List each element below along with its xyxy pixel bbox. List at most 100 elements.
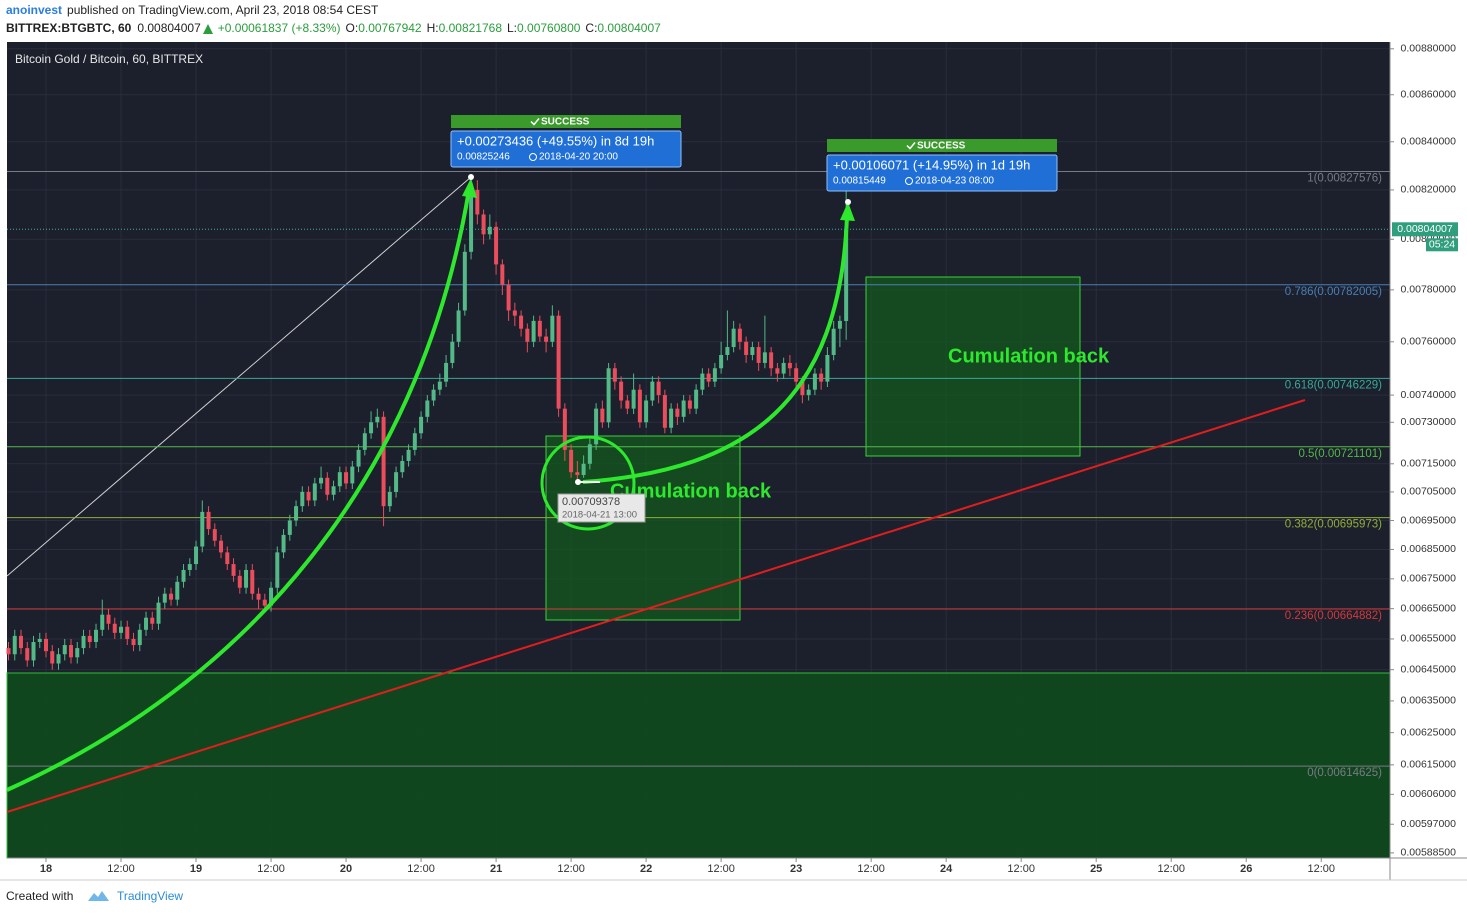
y-tick-label: 0.00606000 <box>1401 788 1457 800</box>
candle-body <box>694 389 699 409</box>
candle-body <box>100 614 105 630</box>
tooltip-price: 0.00709378 <box>562 496 620 508</box>
candle-body <box>806 389 811 396</box>
drawings-under <box>6 171 1391 859</box>
y-tick-label: 0.00695000 <box>1401 514 1457 526</box>
candle-body <box>581 463 586 475</box>
fib-label: 1(0.00827576) <box>1307 173 1382 185</box>
point <box>468 174 474 180</box>
candle-body <box>525 328 530 342</box>
candle-body <box>744 341 749 355</box>
candle-body <box>87 635 92 642</box>
footer-created: Created with <box>6 889 73 903</box>
tooltip-box <box>557 493 646 523</box>
y-tick-label: 0.00655000 <box>1401 633 1457 645</box>
y-tick-label: 0.00685000 <box>1401 543 1457 555</box>
candle-body <box>69 645 74 658</box>
candle-body <box>162 593 167 603</box>
candle-body <box>75 648 80 658</box>
author[interactable]: anoinvest <box>6 3 62 17</box>
candle-body <box>312 483 317 501</box>
candle-body <box>562 408 567 450</box>
candle-body <box>831 328 836 355</box>
candle-body <box>681 400 686 417</box>
candle-body <box>200 511 205 547</box>
candle-body <box>687 400 692 409</box>
footer-brand[interactable]: TradingView <box>117 889 183 903</box>
candle-body <box>569 449 574 473</box>
candle-body <box>194 546 199 565</box>
y-tick-label: 0.00730000 <box>1401 416 1457 428</box>
candle-body <box>294 506 299 521</box>
candle-body <box>219 540 224 553</box>
l-label: L: <box>507 21 517 35</box>
tradingview-logo <box>88 891 109 901</box>
candle-body <box>656 381 661 396</box>
y-tick-label: 0.00780000 <box>1401 284 1457 296</box>
candle-body <box>425 400 430 417</box>
candle-body <box>256 593 261 600</box>
candle-body <box>762 352 767 363</box>
countdown-box <box>1426 238 1458 252</box>
candle-body <box>106 614 111 624</box>
candle-body <box>356 449 361 467</box>
arrow-head <box>462 178 477 198</box>
header-line-2: BITTREX:BTGBTC, 60 0.00804007 +0.00061837 … <box>6 21 661 35</box>
note: Cumulation back <box>610 480 772 502</box>
candle-body <box>369 422 374 434</box>
x-tick-label: 18 <box>40 863 52 875</box>
candle-body <box>650 381 655 401</box>
candle-body <box>800 381 805 396</box>
candle-body <box>275 552 280 588</box>
candle-body <box>812 373 817 390</box>
candle-body <box>575 472 580 475</box>
candle-body <box>606 368 611 423</box>
candle-body <box>144 617 149 630</box>
candle-body <box>506 284 511 311</box>
check-icon <box>906 142 916 150</box>
candle-body <box>31 641 36 661</box>
x-tick-label: 23 <box>790 863 802 875</box>
candle-body <box>625 400 630 409</box>
candle-body <box>244 569 249 588</box>
candle-body <box>450 341 455 363</box>
y-tick-label: 0.00665000 <box>1401 602 1457 614</box>
clock-icon <box>905 177 913 185</box>
candle-body <box>719 354 724 369</box>
arrow-head <box>840 202 855 221</box>
candle-body <box>81 635 86 649</box>
published: published on TradingView.com, April 23, … <box>67 3 379 17</box>
candle-body <box>537 320 542 337</box>
candle-body <box>550 315 555 342</box>
y-tick-label: 0.00840000 <box>1401 136 1457 148</box>
time: 2018-04-20 20:00 <box>539 152 618 163</box>
change: +0.00106071 (+14.95%) in 1d 19h <box>833 157 1030 172</box>
info-box <box>450 130 682 168</box>
y-tick-label: 0.00635000 <box>1401 695 1457 707</box>
x-tick-label: 12:00 <box>1307 863 1335 875</box>
curve-arrow <box>582 215 849 484</box>
candle-body <box>737 328 742 342</box>
y-tick-label: 0.00860000 <box>1401 89 1457 101</box>
change: +0.00273436 (+49.55%) in 8d 19h <box>457 133 654 148</box>
candle-body <box>56 654 61 664</box>
drawings-over: 1(0.00827576) 0.786(0.00782005) 0.618(0.00… <box>6 115 1390 813</box>
candle-body <box>300 491 305 507</box>
fib-label: 0(0.00614625) <box>1307 767 1382 779</box>
info-box <box>826 154 1058 192</box>
candle-body <box>156 602 161 624</box>
x-tick-label: 12:00 <box>557 863 585 875</box>
candle-body <box>844 229 849 322</box>
candle-body <box>469 189 474 252</box>
price: 0.00815449 <box>833 176 886 187</box>
candle-body <box>212 529 217 541</box>
candle-body <box>444 362 449 382</box>
time-axis <box>7 858 1390 880</box>
candle-body <box>262 599 267 606</box>
candle-body <box>494 226 499 265</box>
x-tick-label: 12:00 <box>707 863 735 875</box>
candle-body <box>706 373 711 382</box>
candle-body <box>631 389 636 409</box>
candle-body <box>231 564 236 576</box>
